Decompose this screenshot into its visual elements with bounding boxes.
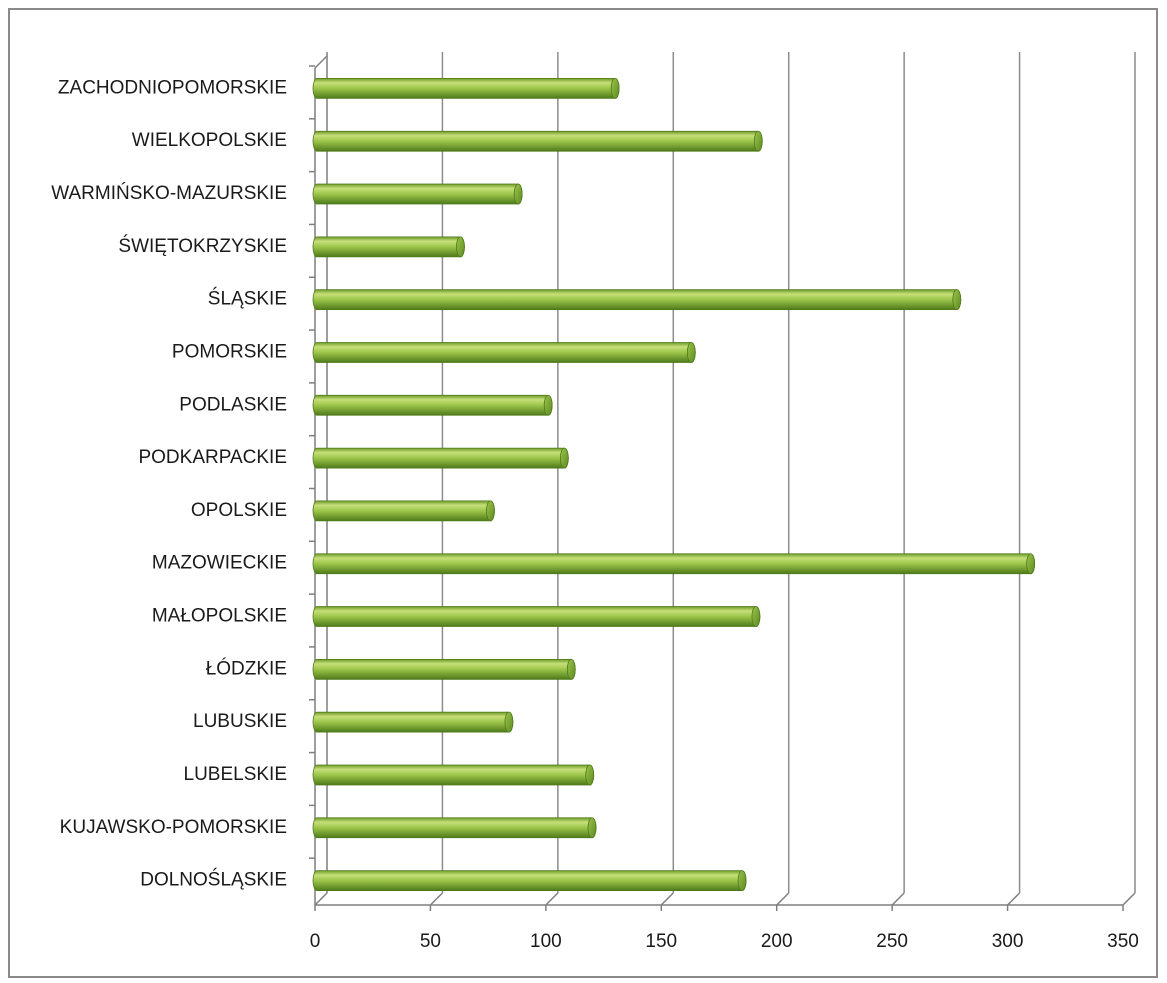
grid-foot [776,892,790,906]
bar-body [312,130,763,152]
bar [312,817,597,839]
bar [312,606,761,627]
bar-cap [1026,553,1036,575]
bar [312,764,595,786]
grid-foot [891,892,905,906]
bar-cap [566,658,576,680]
bar [312,658,576,680]
grid-foot [1122,892,1136,906]
category-label: LUBELSKIE [184,764,288,785]
grid-foot [429,892,443,906]
bar [312,78,620,99]
bar [312,130,763,152]
bar-body [312,183,523,205]
bar-body [312,553,1036,575]
x-tick-label: 250 [876,931,908,952]
category-label: LUBUSKIE [193,711,287,732]
bar-body [312,500,495,522]
category-label: ZACHODNIOPOMORSKIE [58,77,287,98]
y-axis-top-foot [314,55,328,69]
bar-cap [610,78,620,99]
bar-cap [456,236,465,258]
bar-body [312,658,576,680]
bar [312,342,696,363]
category-label: MAŁOPOLSKIE [152,606,287,627]
chart-frame [8,8,1158,978]
grid-foot [660,892,674,906]
bar-cap [952,289,962,311]
bars [312,78,1036,891]
bar [312,289,962,311]
bar-body [312,817,597,839]
bar-cap [559,447,569,469]
bar-body [312,711,514,733]
bar-cap [737,870,747,891]
bar [312,870,747,891]
bar-body [312,78,620,99]
category-label: ŚLĄSKIE [208,288,287,310]
category-label: MAZOWIECKIE [152,553,287,574]
category-label: KUJAWSKO-POMORSKIE [60,817,287,838]
category-label: WARMIŃSKO-MAZURSKIE [51,183,287,204]
x-tick-label: 150 [645,931,677,952]
bar [312,553,1036,575]
bar-cap [753,130,763,152]
bar-body [312,394,553,416]
x-tick-labels: 0 50 100 150 200 250 300 350 [310,931,1139,952]
bar [312,394,553,416]
grid-foot [545,892,559,906]
bar [312,236,465,258]
category-label: WIELKOPOLSKIE [132,130,287,151]
category-label: PODLASKIE [179,394,287,415]
bar-body [312,606,761,627]
bar-cap [686,342,696,363]
grid-foot [314,892,328,906]
grid-foot [1007,892,1021,906]
category-label: ŁÓDZKIE [206,657,287,679]
x-tick-label: 100 [530,931,562,952]
x-tick-label: 200 [761,931,793,952]
bar [312,500,495,522]
x-tick-label: 50 [420,931,441,952]
bar [312,711,514,733]
category-label: OPOLSKIE [191,500,287,521]
bar-cap [587,817,597,839]
bar-body [312,289,962,311]
bar-body [312,870,747,891]
category-label: POMORSKIE [172,341,287,362]
bar-body [312,236,465,258]
category-labels: ZACHODNIOPOMORSKIE WIELKOPOLSKIE WARMIŃSKO… [51,77,287,890]
category-label: ŚWIĘTOKRZYSKIE [118,235,287,257]
bar [312,447,569,469]
category-label: DOLNOŚLĄSKIE [140,869,287,891]
bar-cap [513,183,523,205]
bar-body [312,447,569,469]
x-tick-label: 300 [992,931,1024,952]
bar-cap [504,711,514,733]
bar-cap [543,394,553,416]
category-label: PODKARPACKIE [138,447,287,468]
x-tick-label: 350 [1107,931,1139,952]
bar-body [312,764,595,786]
bar-body [312,342,696,363]
bar-cap [585,764,595,786]
bar-cap [486,500,495,522]
x-tick-label: 0 [310,931,321,952]
bar [312,183,523,205]
bar-cap [751,606,761,627]
